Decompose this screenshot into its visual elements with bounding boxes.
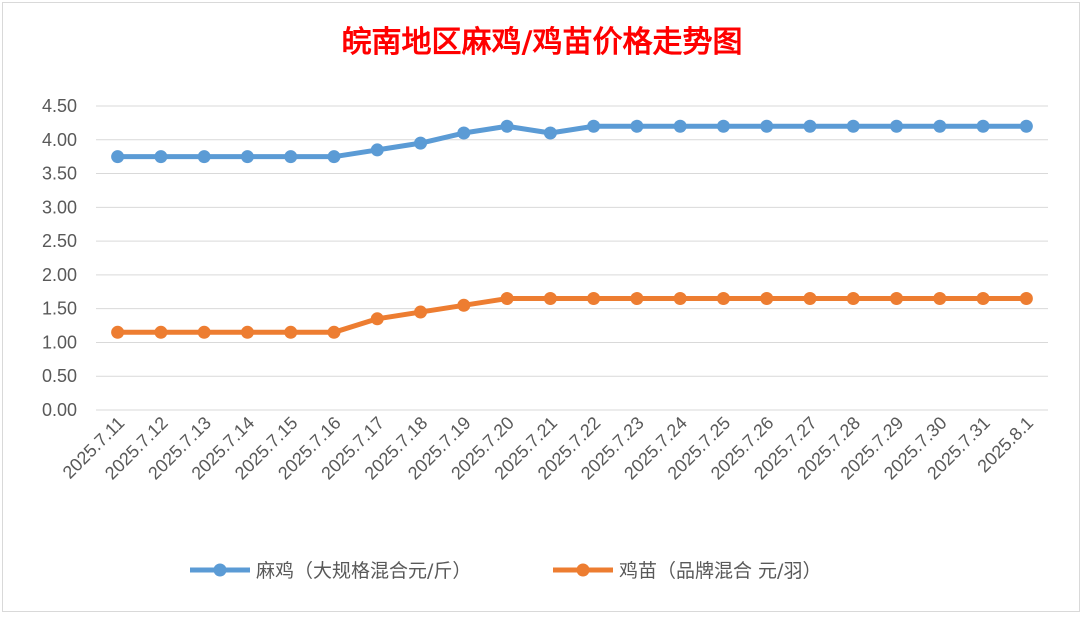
data-point: [370, 143, 384, 157]
data-point: [240, 150, 254, 164]
data-point: [414, 305, 428, 319]
data-point: [154, 325, 168, 339]
data-point: [457, 126, 471, 140]
legend-label: 鸡苗（品牌混合 元/羽）: [619, 560, 821, 582]
x-axis: 2025.7.112025.7.122025.7.132025.7.142025…: [59, 413, 1038, 484]
data-point: [1019, 119, 1033, 133]
y-tick-label: 0.50: [42, 366, 77, 386]
data-point: [976, 292, 990, 306]
y-tick-label: 3.00: [42, 197, 77, 217]
data-point: [630, 292, 644, 306]
chart-title: 皖南地区麻鸡/鸡苗价格走势图: [342, 25, 743, 60]
data-point: [760, 292, 774, 306]
y-tick-label: 1.50: [42, 299, 77, 319]
series-line: [117, 123, 1027, 160]
legend-swatch-marker: [213, 563, 227, 577]
data-point: [890, 292, 904, 306]
y-axis: 0.00 0.50 1.00 1.50 2.00 2.50 3.00 3.50 4.00 4.50: [42, 96, 77, 420]
data-point: [673, 292, 687, 306]
data-point: [933, 119, 947, 133]
y-tick-label: 3.50: [42, 164, 77, 184]
data-point: [803, 119, 817, 133]
data-point: [197, 325, 211, 339]
series-1: [111, 119, 1033, 164]
y-tick-label: 0.00: [42, 400, 77, 420]
legend-label: 麻鸡（大规格混合元/斤）: [256, 560, 471, 582]
data-point: [197, 150, 211, 164]
data-point: [846, 119, 860, 133]
data-point: [327, 150, 341, 164]
legend: 麻鸡（大规格混合元/斤） 鸡苗（品牌混合 元/羽）: [190, 560, 821, 582]
data-point: [716, 292, 730, 306]
grid-layer: [96, 105, 1048, 411]
data-point: [933, 292, 947, 306]
data-point: [587, 119, 601, 133]
data-point: [803, 292, 817, 306]
y-tick-label: 2.50: [42, 231, 77, 251]
data-point: [240, 325, 254, 339]
data-point: [587, 292, 601, 306]
data-point: [976, 119, 990, 133]
data-point: [500, 119, 514, 133]
y-tick-label: 4.50: [42, 96, 77, 116]
series-line: [117, 296, 1027, 335]
data-point: [111, 325, 125, 339]
y-tick-label: 1.00: [42, 332, 77, 352]
data-point: [111, 150, 125, 164]
y-tick-label: 4.00: [42, 130, 77, 150]
data-point: [716, 119, 730, 133]
data-point: [890, 119, 904, 133]
y-tick-label: 2.00: [42, 265, 77, 285]
data-point: [543, 292, 557, 306]
data-point: [154, 150, 168, 164]
data-point: [500, 292, 514, 306]
data-point: [370, 312, 384, 326]
data-point: [284, 150, 298, 164]
data-point: [457, 298, 471, 312]
data-point: [284, 325, 298, 339]
data-point: [673, 119, 687, 133]
data-point: [414, 136, 428, 150]
data-point: [1019, 292, 1033, 306]
series-layer: [111, 119, 1033, 339]
data-point: [846, 292, 860, 306]
series-2: [111, 292, 1033, 339]
data-point: [543, 126, 557, 140]
data-point: [630, 119, 644, 133]
data-point: [760, 119, 774, 133]
data-point: [327, 325, 341, 339]
legend-swatch-marker: [576, 563, 590, 577]
